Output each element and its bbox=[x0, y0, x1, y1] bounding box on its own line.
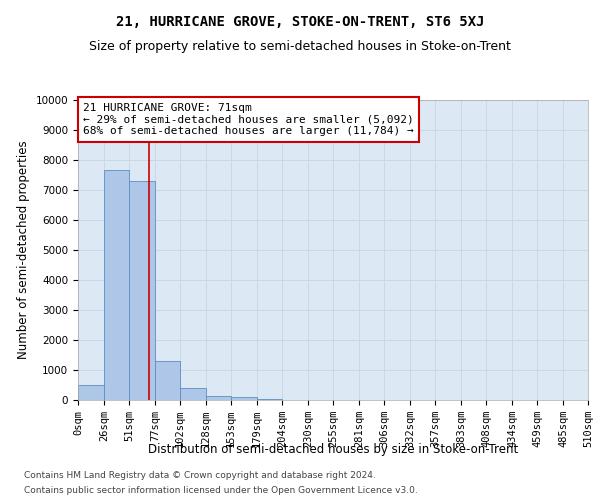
Y-axis label: Number of semi-detached properties: Number of semi-detached properties bbox=[17, 140, 30, 360]
Bar bbox=[129, 181, 155, 400]
Text: Contains public sector information licensed under the Open Government Licence v3: Contains public sector information licen… bbox=[24, 486, 418, 495]
Bar bbox=[257, 398, 282, 400]
Bar bbox=[78, 385, 104, 400]
Bar bbox=[231, 397, 257, 400]
Text: 21 HURRICANE GROVE: 71sqm
← 29% of semi-detached houses are smaller (5,092)
68% : 21 HURRICANE GROVE: 71sqm ← 29% of semi-… bbox=[83, 103, 414, 136]
Bar bbox=[104, 170, 129, 400]
Text: 21, HURRICANE GROVE, STOKE-ON-TRENT, ST6 5XJ: 21, HURRICANE GROVE, STOKE-ON-TRENT, ST6… bbox=[116, 15, 484, 29]
Bar bbox=[180, 388, 206, 400]
Text: Size of property relative to semi-detached houses in Stoke-on-Trent: Size of property relative to semi-detach… bbox=[89, 40, 511, 53]
Bar bbox=[206, 396, 231, 400]
Text: Distribution of semi-detached houses by size in Stoke-on-Trent: Distribution of semi-detached houses by … bbox=[148, 442, 518, 456]
Text: Contains HM Land Registry data © Crown copyright and database right 2024.: Contains HM Land Registry data © Crown c… bbox=[24, 471, 376, 480]
Bar bbox=[155, 361, 180, 400]
